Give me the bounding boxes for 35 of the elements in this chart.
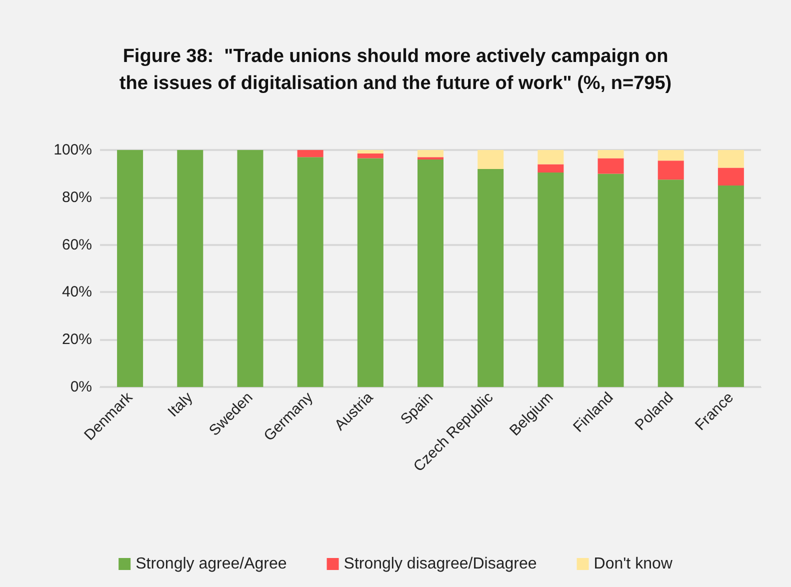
chart-title: Figure 38: "Trade unions should more actively campaign on the issues of digitalisation and the future of work" (%, n=795) [119, 46, 672, 94]
bar [718, 186, 744, 387]
bar [297, 150, 324, 158]
bar [297, 157, 324, 387]
bar [478, 150, 504, 169]
bar [658, 180, 684, 387]
bar [658, 160, 684, 180]
x-tick-label: Italy [164, 388, 197, 420]
bar [418, 159, 444, 387]
bar [237, 150, 264, 387]
bar [357, 158, 384, 387]
y-tick-label: 80% [62, 188, 92, 206]
bar [598, 150, 624, 158]
bar [418, 150, 444, 158]
bar [478, 168, 504, 387]
bar [718, 168, 744, 186]
bar [117, 150, 144, 387]
bar [177, 150, 204, 387]
y-tick-label: 0% [70, 378, 92, 396]
y-tick-label: 100% [54, 142, 92, 158]
bar [718, 150, 744, 168]
bar [598, 158, 624, 174]
y-tick-label: 20% [62, 331, 92, 348]
legend-label: Don't know [594, 556, 673, 572]
bar [598, 174, 624, 387]
bar [538, 164, 564, 173]
y-tick-label: 40% [62, 284, 92, 301]
legend-label: Strongly agree/Agree [136, 556, 287, 572]
bar [357, 154, 384, 158]
bar [658, 150, 684, 161]
legend-label: Strongly disagree/Disagree [344, 556, 537, 572]
bar [538, 172, 564, 387]
bar [357, 150, 384, 154]
bar [538, 150, 564, 164]
y-tick-label: 60% [62, 236, 92, 254]
